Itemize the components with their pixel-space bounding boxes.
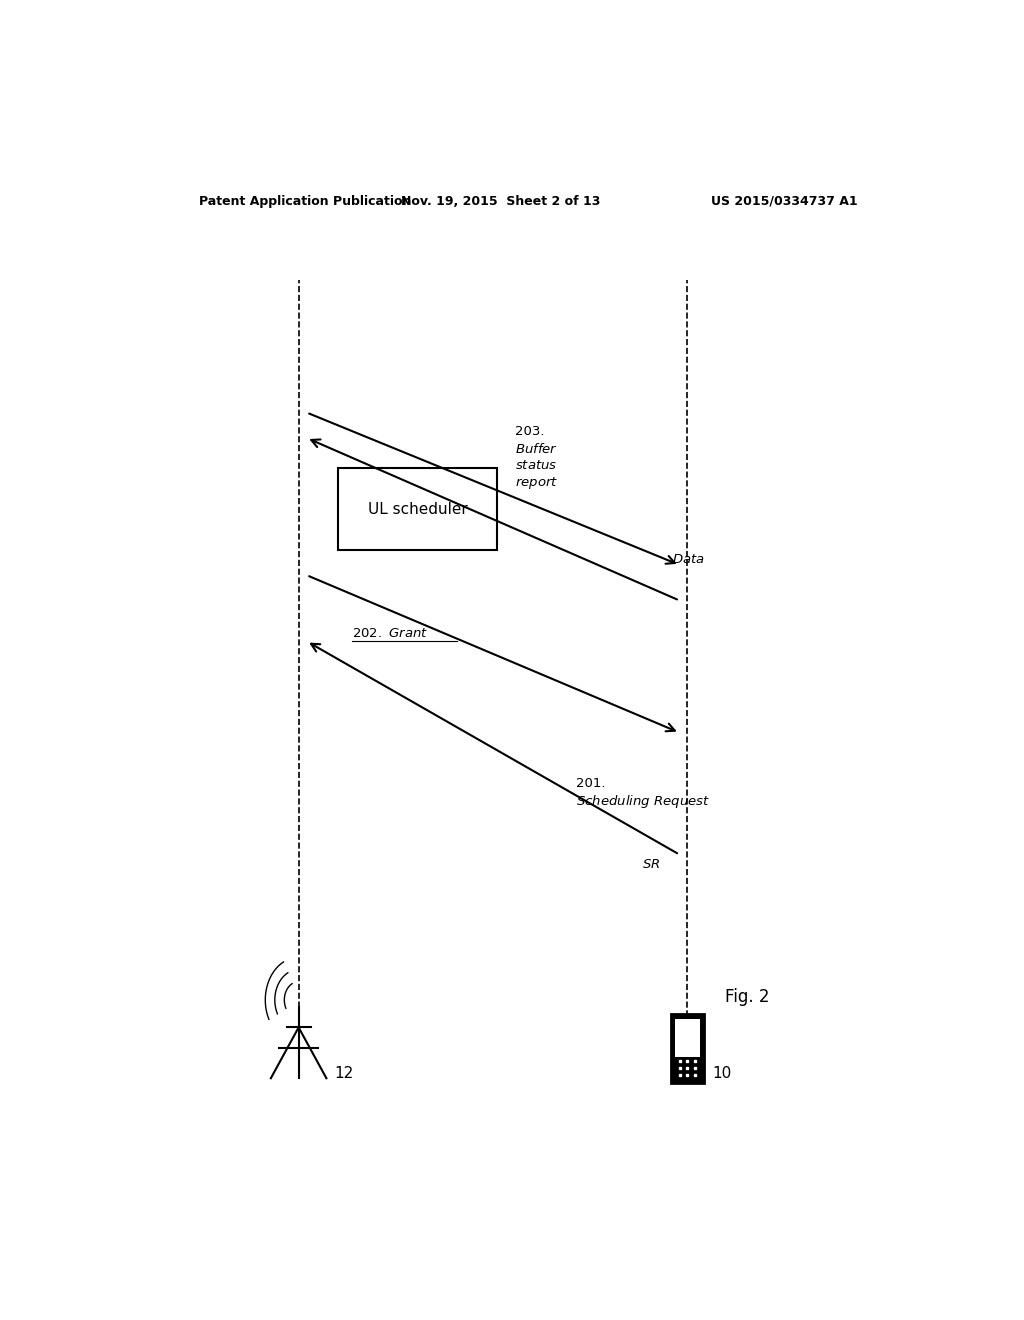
Text: 10: 10 (712, 1065, 731, 1081)
Text: $\it{Data}$: $\it{Data}$ (672, 553, 705, 566)
Bar (671, 1014, 705, 1084)
Text: UL scheduler: UL scheduler (368, 502, 468, 516)
Bar (675, 1019, 700, 1057)
Text: 203.
$\it{Buffer}$
$\it{status}$
$\it{report}$: 203. $\it{Buffer}$ $\it{status}$ $\it{re… (515, 425, 558, 491)
Text: Nov. 19, 2015  Sheet 2 of 13: Nov. 19, 2015 Sheet 2 of 13 (401, 194, 601, 207)
Text: US 2015/0334737 A1: US 2015/0334737 A1 (712, 194, 858, 207)
Bar (338, 469, 497, 549)
Text: 12: 12 (334, 1065, 353, 1081)
Text: $\it{202.\ Grant}$: $\it{202.\ Grant}$ (352, 627, 428, 640)
Text: 201.
$\it{Scheduling\ Request}$: 201. $\it{Scheduling\ Request}$ (577, 777, 711, 810)
Text: Fig. 2: Fig. 2 (725, 987, 769, 1006)
Text: $\it{SR}$: $\it{SR}$ (642, 858, 660, 871)
Text: Patent Application Publication: Patent Application Publication (200, 194, 412, 207)
